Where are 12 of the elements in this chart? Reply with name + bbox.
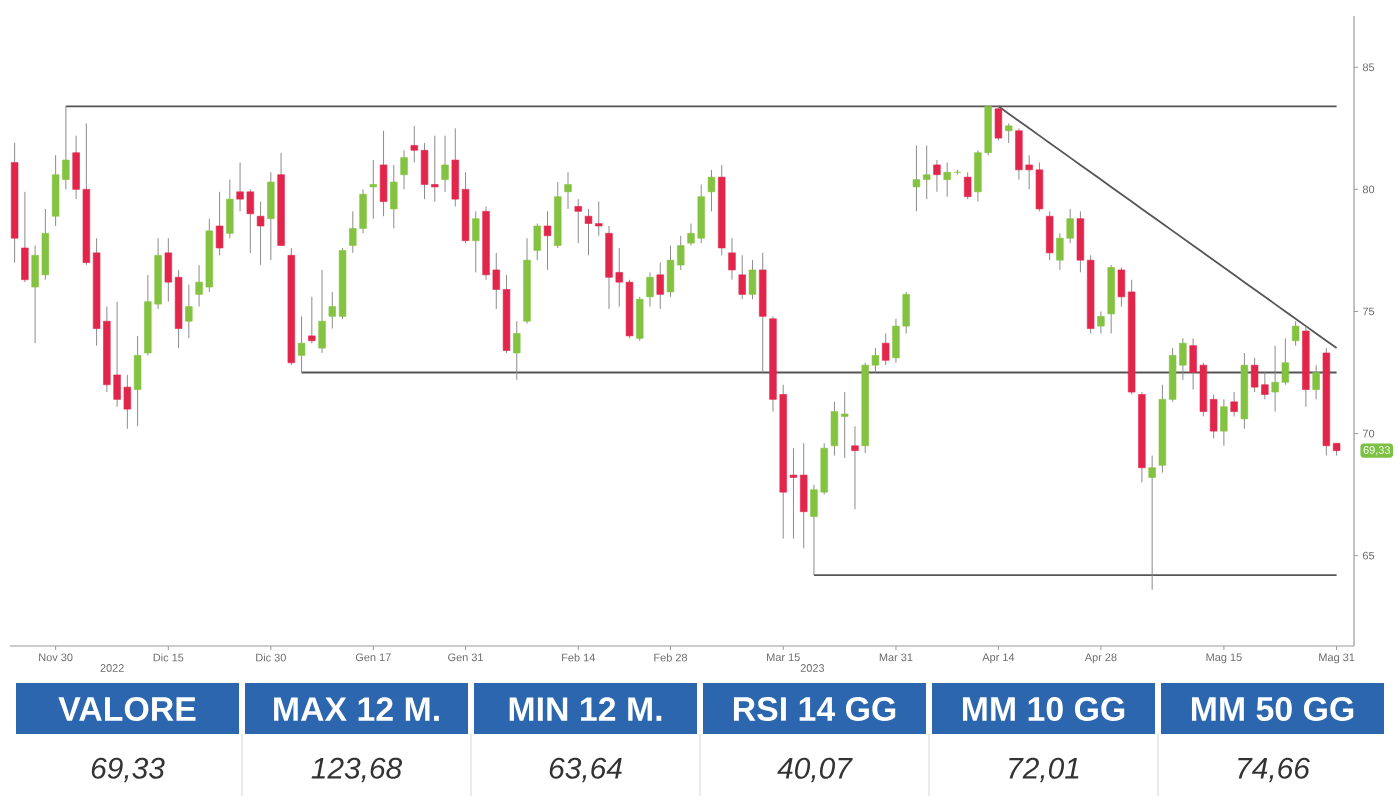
text: VALORE bbox=[58, 697, 196, 722]
text: 40,07 bbox=[777, 757, 853, 783]
text: 69,33 bbox=[91, 757, 165, 783]
text: MAX 12 M. bbox=[274, 697, 439, 721]
text: 63,64 bbox=[549, 757, 622, 783]
text: MM 10 GG bbox=[962, 697, 1125, 722]
text: 74,66 bbox=[1238, 757, 1310, 783]
text: MM 50 GG bbox=[1191, 697, 1354, 722]
text: 123,68 bbox=[311, 757, 403, 783]
text: RSI 14 GG bbox=[733, 697, 896, 722]
text: MIN 12 M. bbox=[509, 697, 662, 721]
text: 72,01 bbox=[1009, 757, 1079, 783]
